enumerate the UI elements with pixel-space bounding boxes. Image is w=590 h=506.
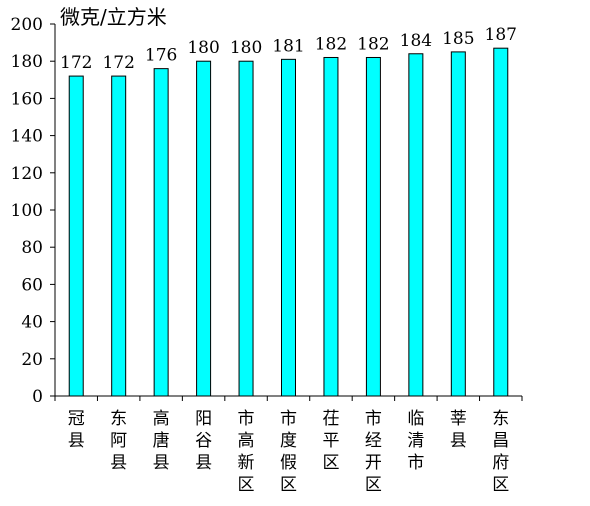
data-label: 172 — [60, 53, 92, 73]
data-label: 180 — [187, 38, 219, 58]
bar — [238, 60, 254, 397]
x-category-label: 阳谷县 — [195, 409, 212, 473]
data-label: 176 — [145, 46, 177, 66]
bar — [68, 75, 84, 397]
x-category-label: 冠县 — [68, 409, 85, 451]
x-category-label: 东昌府区 — [492, 409, 509, 495]
bar — [408, 53, 424, 397]
x-category-label: 高唐县 — [153, 409, 170, 473]
data-labels: 172 172 176 180 180 181 182 182 184 185 187 — [60, 25, 517, 73]
y-tick-label: 0 — [32, 387, 43, 407]
x-category-label: 市高新区 — [238, 409, 255, 495]
axes: 0 20 40 60 80 100 120 140 160 180 200 — [11, 15, 523, 407]
y-tick-label: 60 — [21, 275, 43, 295]
category-labels: 冠县 东阿县 高唐县 阳谷县 市高新区 市度假区 茌平区 市经开区 临清市 莘县 东昌府区 — [68, 409, 510, 495]
bar — [196, 60, 212, 397]
y-tick-label: 200 — [11, 15, 43, 35]
y-tick-label: 120 — [11, 164, 43, 184]
x-category-label: 市度假区 — [280, 409, 297, 495]
x-category-label: 临清市 — [407, 409, 424, 473]
y-axis-unit-label: 微克/立方米 — [60, 5, 167, 29]
y-tick-label: 80 — [21, 238, 43, 258]
y-tick-label: 160 — [11, 89, 43, 109]
data-label: 182 — [357, 34, 389, 54]
x-category-label: 莘县 — [450, 409, 467, 451]
bar — [323, 56, 339, 397]
bar — [111, 75, 127, 397]
bar — [365, 56, 381, 397]
data-label: 180 — [230, 38, 262, 58]
y-tick-label: 140 — [11, 127, 43, 147]
data-label: 181 — [272, 36, 304, 56]
data-label: 172 — [102, 53, 134, 73]
bar — [153, 68, 169, 397]
y-tick-label: 40 — [21, 313, 43, 333]
bar — [281, 58, 296, 397]
bars — [68, 47, 509, 397]
x-category-label: 市经开区 — [365, 409, 382, 495]
data-label: 184 — [400, 31, 432, 51]
bar — [450, 51, 466, 397]
bar — [493, 47, 509, 397]
y-tick-label: 20 — [21, 350, 43, 370]
data-label: 185 — [442, 29, 474, 49]
data-label: 187 — [485, 25, 517, 45]
data-label: 182 — [315, 34, 347, 54]
y-tick-label: 100 — [11, 201, 43, 221]
y-tick-label: 180 — [11, 52, 43, 72]
x-category-label: 茌平区 — [322, 409, 339, 473]
x-category-label: 东阿县 — [110, 409, 127, 473]
